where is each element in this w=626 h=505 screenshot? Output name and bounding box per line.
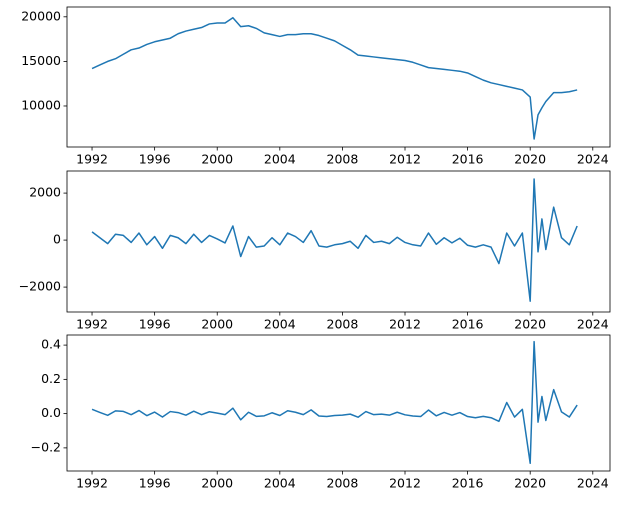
data-line [91, 340, 578, 465]
axes-frame [66, 334, 611, 472]
data-line [91, 178, 578, 302]
x-tick-label: 2024 [577, 317, 609, 332]
x-tick-label: 2000 [201, 317, 233, 332]
x-tick-label: 2020 [514, 476, 546, 491]
x-tick-label: 2004 [264, 152, 296, 167]
x-tick-label: 1992 [76, 476, 108, 491]
axes-frame [66, 170, 611, 313]
x-tick-label: 2012 [389, 152, 421, 167]
x-tick-label: 2020 [514, 152, 546, 167]
y-tick-label: 15000 [21, 53, 61, 68]
x-tick-label: 2000 [201, 476, 233, 491]
y-tick-label: 20000 [21, 8, 61, 23]
y-tick-label: 0 [53, 232, 61, 247]
y-tick-label: 0.4 [41, 337, 61, 352]
x-tick-label: 2024 [577, 152, 609, 167]
x-tick-label: 1992 [76, 152, 108, 167]
y-tick-label: 10000 [21, 97, 61, 112]
x-tick-label: 2016 [452, 476, 484, 491]
x-tick-label: 1996 [139, 152, 171, 167]
x-tick-label: 1996 [139, 476, 171, 491]
y-tick-label: 2000 [29, 185, 61, 200]
x-tick-label: 2024 [577, 476, 609, 491]
x-tick-label: 2020 [514, 317, 546, 332]
x-tick-label: 2008 [327, 152, 359, 167]
axes-frame [66, 6, 611, 148]
x-tick-label: 2004 [264, 317, 296, 332]
x-tick-label: 2008 [327, 476, 359, 491]
data-line [91, 16, 578, 140]
x-tick-label: 2000 [201, 152, 233, 167]
x-tick-label: 2016 [452, 152, 484, 167]
x-tick-label: 2012 [389, 317, 421, 332]
x-tick-label: 2008 [327, 317, 359, 332]
x-tick-label: 2016 [452, 317, 484, 332]
y-tick-label: 0.0 [41, 405, 61, 420]
y-tick-label: −0.2 [31, 439, 61, 454]
x-tick-label: 1996 [139, 317, 171, 332]
x-tick-label: 2012 [389, 476, 421, 491]
y-tick-label: −2000 [19, 279, 61, 294]
x-tick-label: 2004 [264, 476, 296, 491]
y-tick-label: 0.2 [41, 371, 61, 386]
x-tick-label: 1992 [76, 317, 108, 332]
